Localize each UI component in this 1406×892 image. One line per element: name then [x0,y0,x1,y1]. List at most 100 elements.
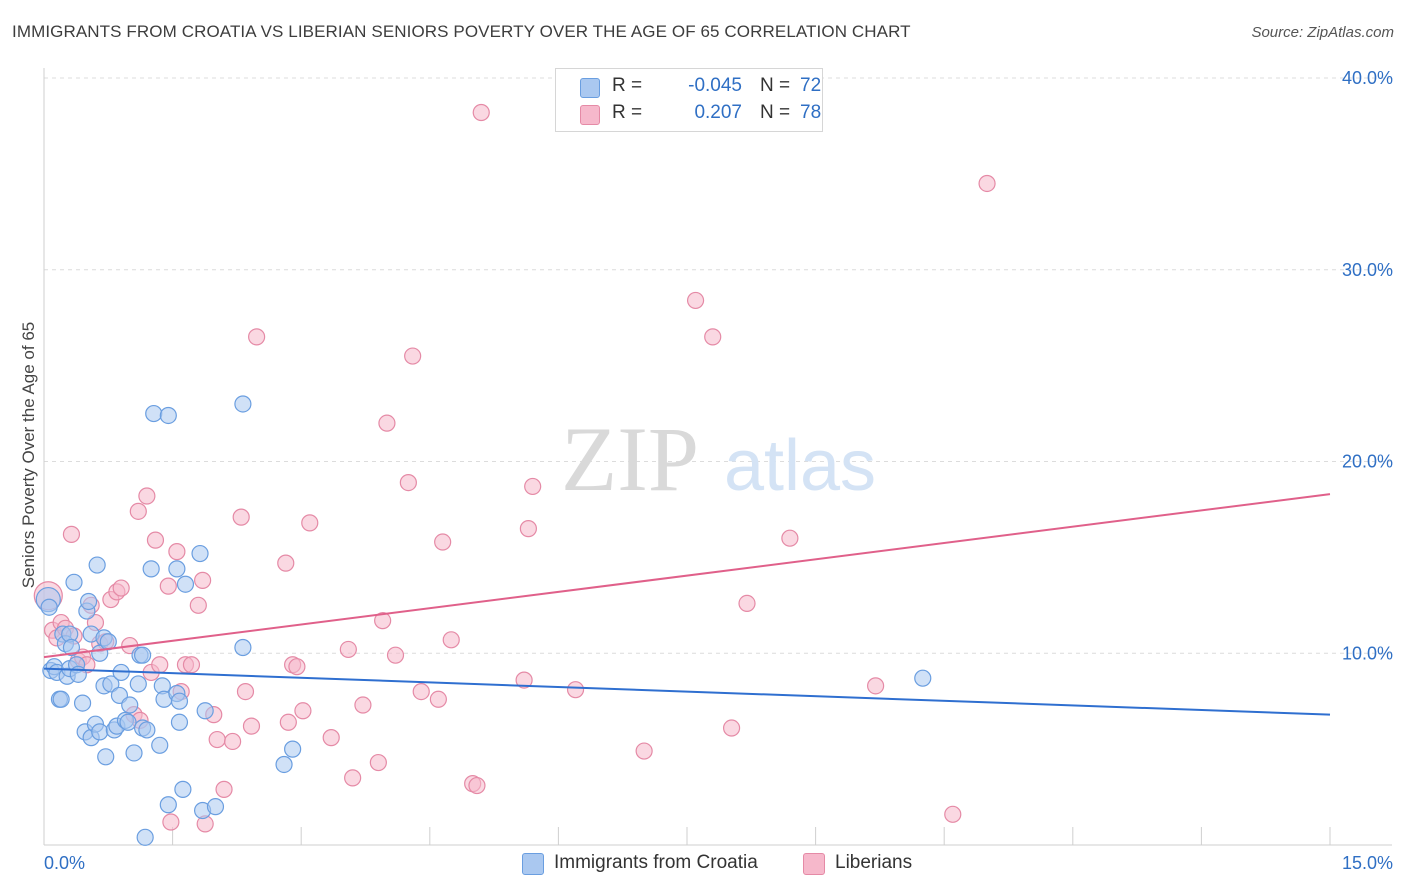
point-liberians [301,514,319,532]
point-liberians [232,508,250,526]
y-axis-label: Seniors Poverty Over the Age of 65 [19,322,38,588]
point-liberians [162,813,180,831]
point-liberians [369,753,387,772]
point-croatia [52,690,70,708]
point-liberians [146,531,165,549]
point-croatia [145,404,163,423]
watermark-atlas: atlas [724,426,876,506]
point-croatia [234,395,252,413]
point-liberians [944,805,962,823]
point-liberians [339,640,357,659]
point-croatia [136,828,154,846]
legend-r-value: -0.045 [688,75,742,96]
x-tick-label: 0.0% [44,853,85,873]
point-liberians [867,677,885,695]
point-liberians [386,646,405,664]
tick-labels: 10.0% 20.0% 30.0% 40.0% 0.0% 15.0% [44,68,1393,873]
point-croatia [196,702,214,720]
x-tick-label: 15.0% [1342,853,1393,873]
legend-swatch-croatia [580,78,600,98]
point-croatia [176,575,195,593]
legend-r-value: 0.207 [694,102,742,123]
point-liberians [322,729,340,747]
point-croatia [88,556,106,574]
point-croatia [914,669,932,687]
point-liberians [704,328,722,346]
point-croatia [284,740,302,758]
point-croatia [133,646,152,664]
point-croatia [168,560,186,578]
point-croatia [151,736,169,754]
point-liberians [738,594,756,612]
bottom-legend-label: Liberians [835,852,913,873]
point-liberians [524,477,542,496]
grid-lines [44,77,1392,654]
point-liberians [472,103,490,122]
y-tick-label: 30.0% [1342,260,1393,280]
point-liberians [344,769,362,787]
watermark: ZIP atlas [561,408,876,510]
point-croatia [79,592,98,611]
legend-n-value: 72 [800,75,822,96]
point-liberians [279,713,297,731]
point-liberians [62,525,81,543]
point-croatia [97,748,115,766]
point-liberians [399,473,417,492]
point-croatia [125,744,143,762]
point-liberians [159,577,177,595]
bottom-legend-label: Immigrants from Croatia [554,852,758,873]
point-croatia [275,755,293,774]
bottom-legend-swatch-liberians [803,853,825,875]
trend-line-croatia [43,667,1331,716]
point-liberians [151,656,169,674]
point-liberians [236,682,255,701]
point-liberians [781,529,799,547]
point-liberians [515,671,533,689]
point-liberians [374,612,392,630]
point-croatia [191,544,209,563]
point-liberians [129,502,147,520]
point-liberians [224,732,242,751]
trend-lines [43,493,1331,716]
point-liberians [722,719,741,737]
legend-r-label: R = [612,75,643,96]
point-croatia [129,675,147,693]
point-liberians [242,717,261,735]
point-liberians [138,487,156,505]
point-croatia [159,796,177,814]
point-croatia [234,638,252,657]
y-tick-label: 20.0% [1342,452,1393,472]
correlation-legend: R = -0.045 N = 72 R = 0.207 N = 78 [555,68,823,132]
point-croatia [102,675,120,693]
point-liberians [519,520,537,538]
watermark-zip: ZIP [561,408,699,510]
legend-r-label: R = [612,102,643,123]
data-points [33,103,996,846]
point-liberians [429,690,447,708]
legend-n-value: 78 [800,102,822,123]
point-liberians [182,656,201,674]
point-croatia [159,406,177,425]
point-liberians [189,596,207,614]
point-liberians [442,631,460,649]
point-croatia [206,798,225,816]
point-croatia [91,723,109,741]
point-liberians [468,776,486,795]
point-croatia [170,692,189,710]
point-liberians [288,658,306,676]
point-liberians [566,681,585,699]
point-croatia [65,573,83,591]
point-liberians [635,742,653,760]
bottom-legend-swatch-croatia [522,853,544,875]
point-croatia [170,713,189,731]
legend-swatch-liberians [580,105,600,125]
point-liberians [168,543,186,561]
axes [43,68,1392,846]
point-liberians [294,702,312,720]
point-liberians [412,682,430,701]
point-liberians [404,347,422,365]
point-liberians [215,780,233,798]
point-croatia [174,780,192,798]
point-liberians [277,554,295,572]
